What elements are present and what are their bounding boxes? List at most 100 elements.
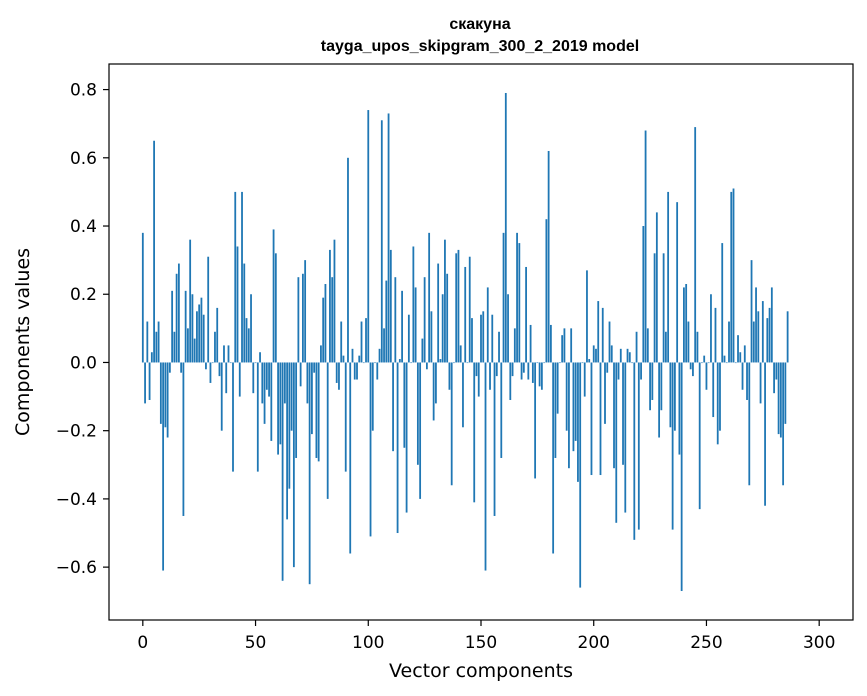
bar [455,253,458,363]
bar [626,348,629,363]
bar [552,362,555,554]
bar [365,318,367,363]
x-tick-label: 150 [465,633,497,653]
bar [425,362,428,370]
bar [184,290,187,363]
bar [173,331,176,363]
bar [270,362,273,441]
y-tick-label: 0.8 [70,81,97,101]
bar [457,249,460,363]
bar [146,321,149,363]
bar [680,362,683,592]
bar [187,328,189,363]
bar [728,321,730,363]
bar [689,362,692,370]
bar [491,314,494,363]
bar [344,362,347,472]
bar [338,362,340,390]
bar [281,362,284,581]
bar [502,232,505,363]
bar [525,266,527,363]
bar [486,287,489,363]
bar [241,191,243,363]
bar [459,345,462,363]
bar [637,362,640,530]
bar [304,260,307,363]
bar [588,359,591,363]
bar [351,348,354,363]
bar [320,345,322,363]
bar [209,362,212,383]
bar [387,113,390,363]
bar [141,232,144,363]
bar [529,324,532,363]
bar [471,318,473,363]
bar [509,362,512,400]
bar [489,362,491,390]
bar [223,345,225,363]
bar [635,331,638,363]
bar [274,253,277,363]
bar [362,362,365,364]
bar [622,362,624,465]
bar [475,362,478,377]
bar [326,362,329,499]
bar [265,362,268,390]
bar [468,256,471,363]
bar [295,362,298,458]
bar [177,263,180,363]
bar [168,362,171,373]
bar [534,362,537,479]
bar [583,362,586,397]
bar [268,362,270,397]
bar [531,362,534,383]
bar [405,362,408,513]
x-tick-label: 200 [578,633,610,653]
bar [500,362,503,458]
y-axis-label: Components values [12,248,34,436]
bar [243,263,246,363]
bar [477,362,480,397]
bar [662,253,665,363]
bar [205,362,207,370]
bar [599,362,602,476]
bar [737,335,739,363]
bar [710,294,712,363]
bar [162,362,165,571]
bar [777,362,780,435]
bar [446,273,449,363]
bar [653,253,656,363]
bar [432,362,435,421]
bar [513,328,516,363]
bar [511,362,514,377]
bar [694,127,697,363]
bar [189,239,192,363]
bar [716,362,719,445]
bar [608,321,611,363]
bar [394,277,397,363]
bar [590,362,593,476]
bar [389,249,392,363]
bar [493,362,496,516]
bar [595,348,597,363]
y-tick-label: 0.0 [70,353,97,373]
bar [739,352,742,363]
bar [687,321,690,363]
bar-series [141,92,789,592]
bar [554,362,557,458]
bar [313,362,316,373]
bar [367,110,370,363]
bar [214,331,216,363]
bar [761,301,764,363]
bar [263,362,266,424]
y-tick-label: −0.6 [56,558,97,578]
bar [696,331,699,363]
bar [437,263,440,363]
bar [157,321,160,363]
bar [615,362,618,523]
bar [236,246,239,363]
bar [484,362,487,571]
bar [356,362,358,380]
bar [360,321,363,363]
